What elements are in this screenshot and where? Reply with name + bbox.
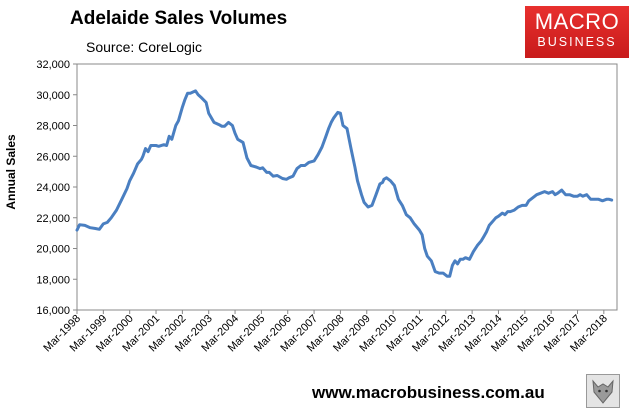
wolf-logo-icon <box>586 374 620 408</box>
y-tick-label: 28,000 <box>36 121 70 133</box>
chart-axes <box>76 63 618 311</box>
y-tick-label: 26,000 <box>36 151 70 163</box>
y-axis-label: Annual Sales <box>4 134 18 210</box>
footer-url[interactable]: www.macrobusiness.com.au <box>312 383 545 402</box>
y-tick-label: 20,000 <box>36 244 70 256</box>
macro-business-logo: MACRO BUSINESS <box>525 6 629 58</box>
y-tick-label: 22,000 <box>36 213 70 225</box>
chart-source: Source: CoreLogic <box>86 39 202 55</box>
y-tick-label: 24,000 <box>36 182 70 194</box>
y-tick-label: 30,000 <box>36 90 70 102</box>
x-ticks: Mar-1998Mar-1999Mar-2000Mar-2001Mar-2002… <box>41 310 610 354</box>
y-tick-label: 16,000 <box>36 305 70 317</box>
plot-area-border <box>76 63 618 311</box>
y-tick-label: 32,000 <box>36 59 70 71</box>
series-layer <box>75 89 614 278</box>
series-line <box>75 89 614 278</box>
logo-line-business: BUSINESS <box>537 35 617 49</box>
y-tick-label: 18,000 <box>36 274 70 286</box>
y-ticks: 16,000 18,000 20,000 22,000 24,000 26,000 28,0… <box>36 59 77 317</box>
chart-title: Adelaide Sales Volumes <box>70 8 288 29</box>
logo-line-macro: MACRO <box>534 9 620 34</box>
